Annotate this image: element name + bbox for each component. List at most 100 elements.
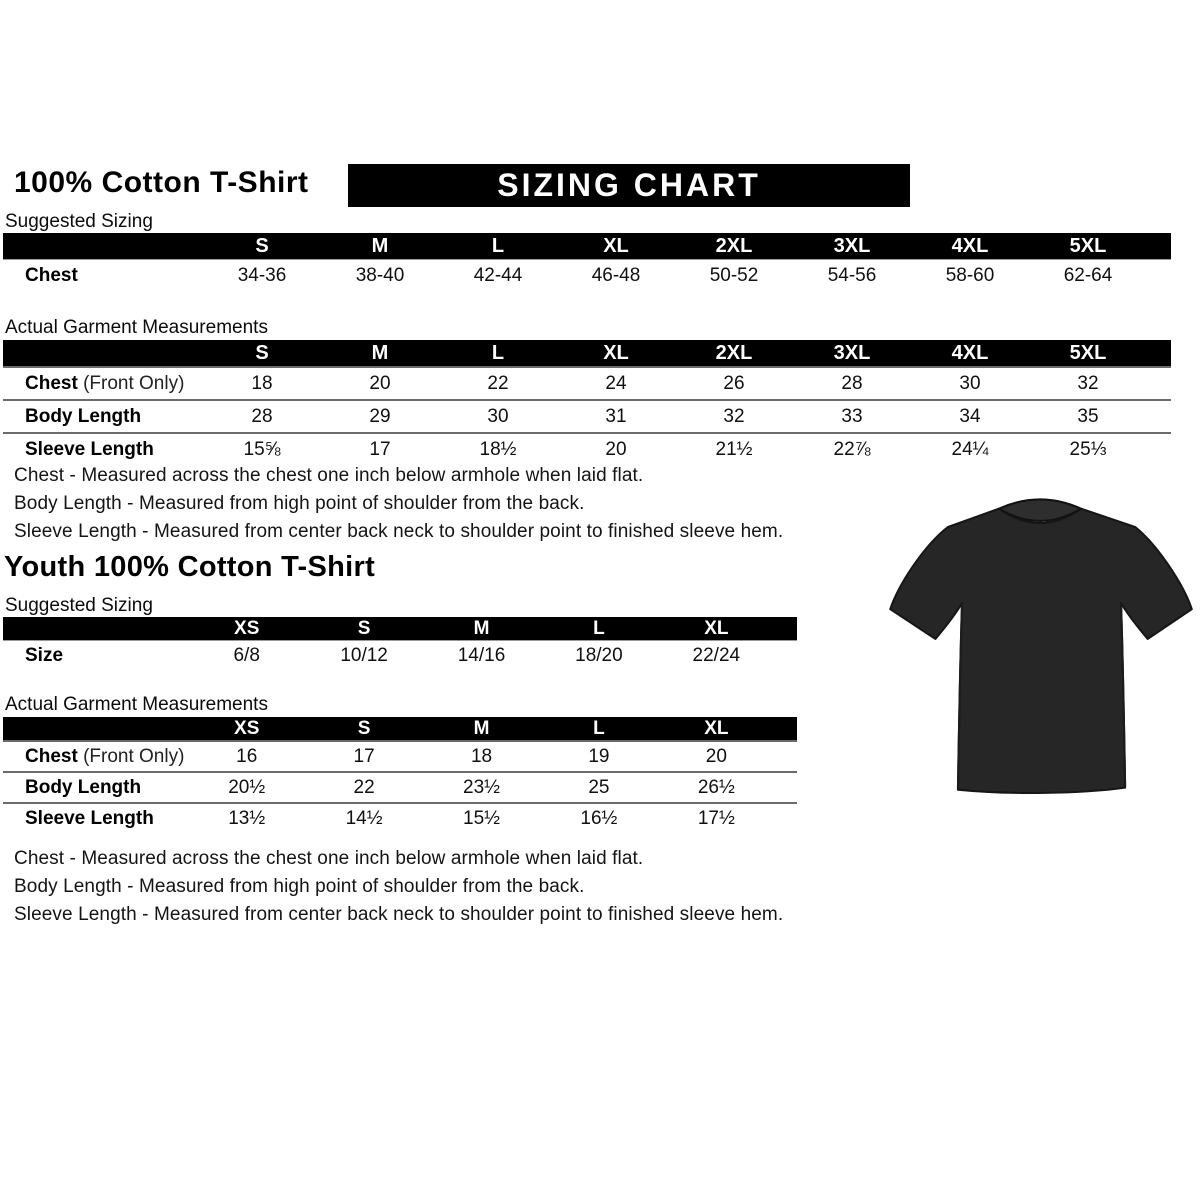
- table-row: Sleeve Length 13½ 14½ 15½ 16½ 17½: [3, 802, 797, 833]
- cell: 20: [705, 745, 727, 767]
- cell: 23½: [463, 776, 500, 798]
- youth-measurements-table: XS S M L XL Chest (Front Only) 16 17 18 …: [3, 717, 797, 833]
- cell: 24¼: [951, 438, 989, 460]
- row-label: Body Length: [25, 405, 142, 427]
- adult-measurement-notes: Chest - Measured across the chest one in…: [14, 462, 783, 546]
- cell: 17: [369, 438, 391, 460]
- cell: 14/16: [457, 644, 506, 666]
- size-column-header: M: [371, 341, 389, 364]
- row-label: Chest: [25, 264, 78, 286]
- table-row: Chest 34-36 38-40 42-44 46-48 50-52 54-5…: [3, 259, 1171, 291]
- cell: 29: [369, 405, 391, 427]
- size-column-header: XL: [603, 341, 629, 364]
- row-label: Chest (Front Only): [25, 372, 185, 394]
- black-tshirt-image: [889, 498, 1193, 794]
- cell: 25: [588, 776, 610, 798]
- size-column-header: 5XL: [1069, 341, 1107, 364]
- cell: 30: [959, 372, 981, 394]
- cell: 19: [588, 745, 610, 767]
- size-column-header: XS: [234, 617, 260, 639]
- cell: 46-48: [591, 264, 641, 286]
- cell: 33: [841, 405, 863, 427]
- actual-measurements-label: Actual Garment Measurements: [5, 317, 268, 338]
- row-label: Body Length: [25, 776, 142, 798]
- adult-measurements-header-row: S M L XL 2XL 3XL 4XL 5XL: [3, 340, 1171, 366]
- size-column-header: XS: [234, 717, 260, 739]
- measurement-note: Sleeve Length - Measured from center bac…: [14, 521, 784, 542]
- size-column-header: M: [473, 717, 490, 739]
- size-column-header: XL: [704, 717, 729, 739]
- youth-section-title: Youth 100% Cotton T-Shirt: [4, 551, 376, 583]
- cell: 18: [470, 745, 493, 767]
- adult-suggested-header-row: S M L XL 2XL 3XL 4XL 5XL: [3, 233, 1171, 259]
- cell: 28: [841, 372, 863, 394]
- cell: 22: [353, 776, 375, 798]
- measurement-note: Body Length - Measured from high point o…: [14, 876, 585, 897]
- cell: 14½: [345, 807, 383, 829]
- youth-measurement-notes: Chest - Measured across the chest one in…: [14, 845, 783, 929]
- size-column-header: 2XL: [715, 234, 753, 257]
- cell: 32: [723, 405, 745, 427]
- cell: 18/20: [575, 644, 623, 666]
- cell: 15½: [463, 807, 500, 829]
- size-column-header: 5XL: [1069, 234, 1107, 257]
- size-column-header: 3XL: [833, 234, 871, 257]
- table-row: Sleeve Length 15⅝ 17 18½ 20 21½ 22⅞ 24¼ …: [3, 432, 1171, 465]
- size-column-header: L: [593, 717, 605, 739]
- cell: 54-56: [827, 264, 877, 286]
- row-label: Chest (Front Only): [25, 745, 185, 767]
- youth-actual-measurements-label: Actual Garment Measurements: [5, 694, 268, 715]
- cell: 21½: [715, 438, 753, 460]
- cell: 17½: [697, 807, 735, 829]
- size-column-header: S: [357, 617, 371, 639]
- size-column-header: 4XL: [951, 341, 989, 364]
- adult-suggested-table: S M L XL 2XL 3XL 4XL 5XL Chest 34-36 38-…: [3, 233, 1171, 291]
- table-row: Body Length 28 29 30 31 32 33 34 35: [3, 399, 1171, 432]
- cell: 30: [487, 405, 509, 427]
- suggested-sizing-label: Suggested Sizing: [5, 211, 153, 232]
- adult-measurements-table: S M L XL 2XL 3XL 4XL 5XL Chest (Front On…: [3, 340, 1171, 465]
- cell: 58-60: [945, 264, 995, 286]
- cell: 6/8: [233, 644, 260, 666]
- size-column-header: XL: [704, 617, 729, 639]
- size-column-header: 2XL: [715, 341, 753, 364]
- measurement-note: Body Length - Measured from high point o…: [14, 493, 585, 514]
- size-column-header: 4XL: [951, 234, 989, 257]
- cell: 18½: [479, 438, 517, 460]
- row-label: Size: [25, 644, 64, 666]
- cell: 22/24: [692, 644, 741, 666]
- cell: 20: [369, 372, 391, 394]
- size-column-header: XL: [603, 234, 629, 257]
- size-column-header: M: [371, 234, 389, 257]
- cell: 16: [236, 745, 258, 767]
- size-column-header: S: [255, 234, 269, 257]
- youth-suggested-table: XS S M L XL Size 6/8 10/12 14/16 18/20 2…: [3, 617, 797, 670]
- page-title: 100% Cotton T-Shirt: [14, 166, 309, 199]
- size-column-header: L: [593, 617, 605, 639]
- cell: 22⅞: [833, 438, 871, 460]
- size-column-header: L: [491, 341, 505, 364]
- cell: 10/12: [340, 644, 388, 666]
- measurement-note: Chest - Measured across the chest one in…: [14, 465, 644, 486]
- measurement-note: Chest - Measured across the chest one in…: [14, 848, 644, 869]
- row-label: Sleeve Length: [25, 438, 154, 460]
- cell: 25⅓: [1069, 438, 1107, 460]
- cell: 15⅝: [243, 438, 281, 460]
- cell: 28: [251, 405, 273, 427]
- youth-measurements-header-row: XS S M L XL: [3, 717, 797, 740]
- size-column-header: S: [255, 341, 269, 364]
- tshirt-silhouette: [889, 498, 1193, 794]
- youth-suggested-sizing-label: Suggested Sizing: [5, 595, 153, 616]
- row-label: Sleeve Length: [25, 807, 154, 829]
- table-row: Body Length 20½ 22 23½ 25 26½: [3, 771, 797, 802]
- cell: 38-40: [355, 264, 405, 286]
- measurement-note: Sleeve Length - Measured from center bac…: [14, 904, 784, 925]
- youth-suggested-header-row: XS S M L XL: [3, 617, 797, 640]
- table-row: Size 6/8 10/12 14/16 18/20 22/24: [3, 640, 797, 670]
- cell: 32: [1077, 372, 1099, 394]
- cell: 34-36: [237, 264, 287, 286]
- cell: 24: [605, 372, 627, 394]
- size-column-header: S: [357, 717, 371, 739]
- size-column-header: L: [491, 234, 505, 257]
